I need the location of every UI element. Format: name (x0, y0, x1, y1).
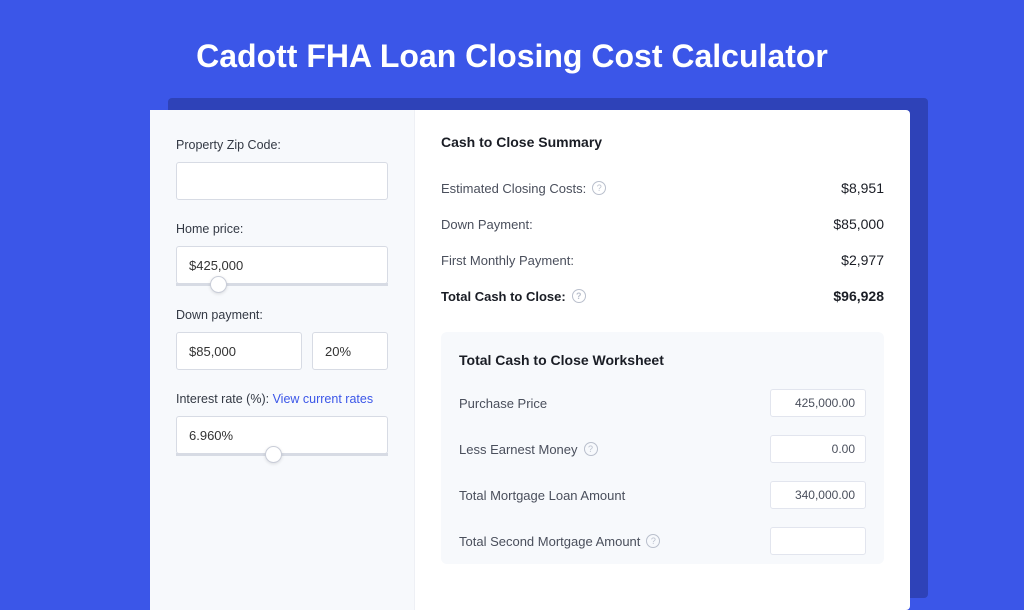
inputs-panel: Property Zip Code: Home price: Down paym… (150, 110, 415, 610)
summary-total-row: Total Cash to Close: ? $96,928 (441, 278, 884, 314)
help-icon[interactable]: ? (572, 289, 586, 303)
help-icon[interactable]: ? (592, 181, 606, 195)
summary-row-value: $8,951 (841, 180, 884, 196)
interest-field: Interest rate (%): View current rates (176, 392, 388, 456)
summary-row-value: $85,000 (833, 216, 884, 232)
worksheet-row-value[interactable]: 340,000.00 (770, 481, 866, 509)
worksheet-row-label: Purchase Price (459, 396, 547, 411)
summary-row-label: Estimated Closing Costs: (441, 181, 586, 196)
summary-total-value: $96,928 (833, 288, 884, 304)
home-price-input[interactable] (176, 246, 388, 284)
worksheet-panel: Total Cash to Close Worksheet Purchase P… (441, 332, 884, 564)
calculator-card: Property Zip Code: Home price: Down paym… (150, 110, 910, 610)
interest-label-text: Interest rate (%): (176, 392, 273, 406)
down-payment-pct-input[interactable] (312, 332, 388, 370)
worksheet-row: Less Earnest Money ? 0.00 (459, 426, 866, 472)
down-payment-label: Down payment: (176, 308, 388, 322)
worksheet-row-label: Total Mortgage Loan Amount (459, 488, 625, 503)
down-payment-input[interactable] (176, 332, 302, 370)
zip-input[interactable] (176, 162, 388, 200)
summary-row: First Monthly Payment: $2,977 (441, 242, 884, 278)
page-title: Cadott FHA Loan Closing Cost Calculator (0, 0, 1024, 75)
help-icon[interactable]: ? (646, 534, 660, 548)
worksheet-row-value[interactable]: 425,000.00 (770, 389, 866, 417)
down-payment-field: Down payment: (176, 308, 388, 370)
home-price-slider-thumb[interactable] (210, 276, 227, 293)
home-price-field: Home price: (176, 222, 388, 286)
summary-row: Down Payment: $85,000 (441, 206, 884, 242)
home-price-slider[interactable] (176, 283, 388, 286)
summary-total-label: Total Cash to Close: (441, 289, 566, 304)
summary-heading: Cash to Close Summary (441, 134, 884, 150)
worksheet-row-value[interactable] (770, 527, 866, 555)
summary-row-value: $2,977 (841, 252, 884, 268)
help-icon[interactable]: ? (584, 442, 598, 456)
worksheet-heading: Total Cash to Close Worksheet (459, 352, 866, 368)
worksheet-row-label: Less Earnest Money (459, 442, 578, 457)
home-price-label: Home price: (176, 222, 388, 236)
summary-panel: Cash to Close Summary Estimated Closing … (415, 110, 910, 610)
interest-input[interactable] (176, 416, 388, 454)
summary-row: Estimated Closing Costs: ? $8,951 (441, 170, 884, 206)
worksheet-row: Total Mortgage Loan Amount 340,000.00 (459, 472, 866, 518)
worksheet-row-value[interactable]: 0.00 (770, 435, 866, 463)
zip-label: Property Zip Code: (176, 138, 388, 152)
summary-row-label: Down Payment: (441, 217, 533, 232)
worksheet-row: Total Second Mortgage Amount ? (459, 518, 866, 564)
zip-field: Property Zip Code: (176, 138, 388, 200)
summary-row-label: First Monthly Payment: (441, 253, 574, 268)
worksheet-row: Purchase Price 425,000.00 (459, 380, 866, 426)
interest-slider-thumb[interactable] (265, 446, 282, 463)
interest-slider[interactable] (176, 453, 388, 456)
worksheet-row-label: Total Second Mortgage Amount (459, 534, 640, 549)
interest-label: Interest rate (%): View current rates (176, 392, 388, 406)
view-rates-link[interactable]: View current rates (273, 392, 374, 406)
